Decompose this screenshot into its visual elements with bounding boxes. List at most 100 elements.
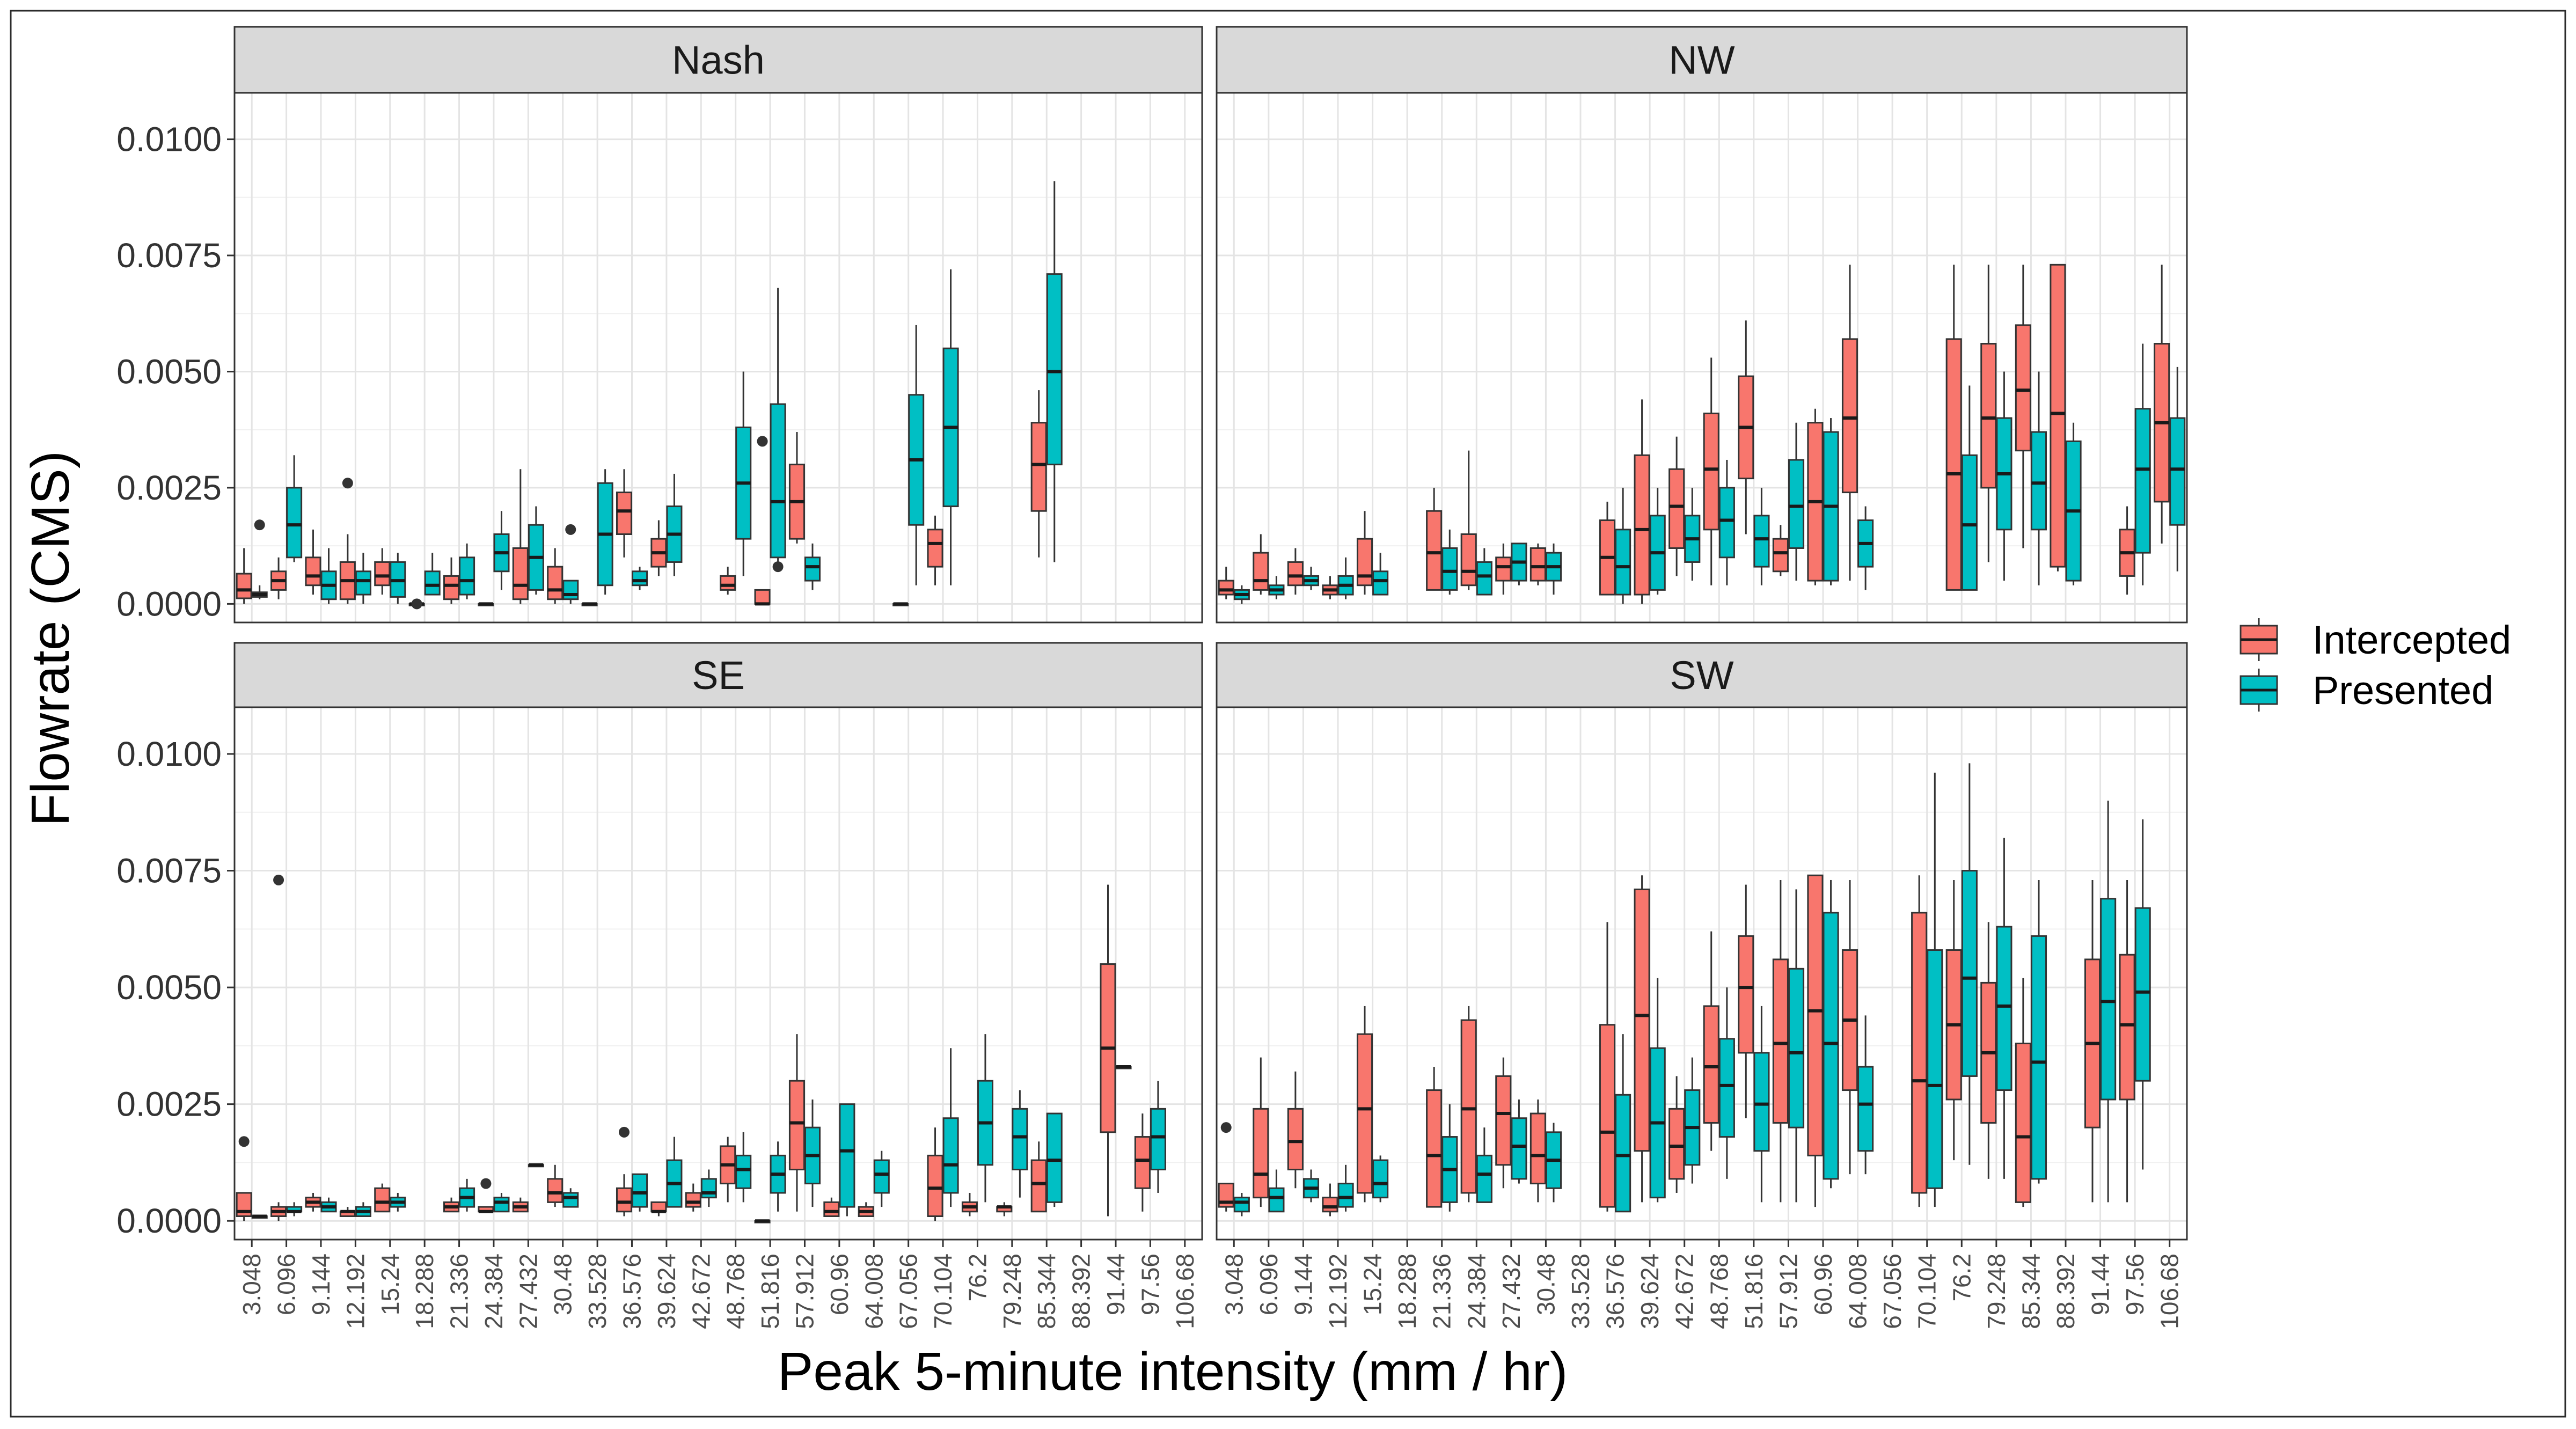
x-tick-label: 21.336 [1428,1254,1456,1329]
box-intercepted [1100,884,1116,1217]
box-presented [1788,422,1805,581]
outlier-point [238,1136,250,1147]
x-tick-label: 33.528 [1567,1254,1594,1329]
box-intercepted [374,1183,391,1213]
box-intercepted [1911,875,1928,1207]
box-iqr [1046,273,1063,466]
x-tick-label: 42.672 [687,1254,715,1329]
box-presented [1511,543,1527,585]
x-tick-label: 36.576 [1601,1254,1629,1329]
box-presented [1545,543,1562,595]
box-presented [1268,576,1285,599]
box-presented [1615,1034,1631,1213]
box-intercepted [1807,874,1824,1207]
box-intercepted [685,1183,701,1212]
box-iqr [443,575,460,600]
box-intercepted [1287,1071,1304,1189]
box-iqr [2100,898,2117,1101]
box-iqr [1980,343,1997,489]
box-intercepted [1980,265,1997,562]
box-presented [1961,763,1978,1165]
box-iqr [1287,1108,1304,1170]
box-iqr [562,1192,579,1208]
box-presented [1372,1155,1389,1203]
box-intercepted [2015,265,2031,548]
box-presented [804,1099,821,1207]
box-intercepted [2154,265,2170,544]
box-iqr [1356,1033,1373,1194]
box-presented [528,1163,544,1168]
box-iqr [616,1187,633,1213]
y-tick-label: 0.0050 [116,968,222,1007]
panel-nash: Nash 0.0000 0.0025 0.0050 0.0075 0.0100 [116,26,1203,624]
box-iqr [1529,547,1546,582]
box-intercepted [927,1127,943,1221]
box-presented [251,519,268,599]
box-iqr [1738,935,1754,1054]
box-iqr [2134,408,2151,554]
box-intercepted [305,1192,321,1212]
box-iqr [1322,1197,1338,1213]
box-iqr [1253,1108,1269,1199]
box-presented [1233,1192,1250,1217]
box-intercepted [961,1192,978,1217]
box-presented [286,1202,303,1217]
box-presented [597,469,613,595]
box-iqr [1233,1197,1250,1213]
x-tick-label: 15.24 [1359,1254,1387,1315]
x-tick-label: 6.096 [273,1254,301,1315]
outlier-point [772,561,784,573]
x-tick-label: 106.68 [2156,1254,2184,1329]
x-tick-label: 51.816 [1740,1254,1768,1329]
box-presented [2065,422,2082,585]
box-intercepted [720,1137,736,1203]
y-tick-label: 0.0000 [116,1201,222,1240]
box-iqr [1460,533,1477,587]
box-presented [1268,1169,1285,1213]
y-tick-label: 0.0075 [116,236,222,275]
box-iqr [1718,487,1735,559]
box-iqr [2030,935,2047,1180]
facet-strip-label: NW [1668,38,1735,83]
box-iqr [1788,459,1805,549]
box-presented [1302,567,1320,590]
y-tick-label: 0.0075 [116,852,222,890]
x-tick-label: 57.912 [1774,1254,1802,1329]
box-intercepted [1807,408,1824,585]
box-intercepted [1945,880,1962,1161]
box-iqr [1287,561,1304,587]
box-intercepted [339,1207,356,1217]
panel-background [235,707,1202,1240]
box-iqr [1718,1038,1735,1138]
x-tick-label: 30.48 [549,1254,577,1315]
box-intercepted [788,1034,805,1212]
box-presented [839,1103,855,1217]
box-intercepted [650,1201,667,1217]
box-presented [1684,487,1701,581]
box-presented [1441,1104,1458,1212]
box-iqr [927,529,943,568]
box-iqr [754,589,771,605]
y-tick-label: 0.0100 [116,120,222,159]
legend-label: Presented [2312,668,2493,713]
box-iqr [2050,263,2066,568]
x-tick-label: 18.288 [411,1254,438,1329]
x-tick-label: 88.392 [1067,1254,1095,1329]
box-presented [355,553,371,604]
x-tick-label: 97.56 [2121,1254,2149,1315]
box-iqr [770,403,786,559]
box-iqr [1634,888,1650,1152]
box-iqr [2119,954,2135,1101]
box-iqr [632,1173,648,1208]
box-iqr [788,1080,805,1170]
outlier-point [618,1126,630,1138]
box-iqr [720,575,736,591]
box-iqr [1150,1108,1166,1170]
box-intercepted [1980,922,1997,1179]
box-intercepted [616,1126,633,1217]
x-tick-label: 64.008 [860,1254,888,1329]
x-axis-title: Peak 5-minute intensity (mm / hr) [778,1342,1568,1402]
box-intercepted [339,478,356,604]
box-presented [355,1202,371,1217]
box-iqr [1996,926,2012,1091]
